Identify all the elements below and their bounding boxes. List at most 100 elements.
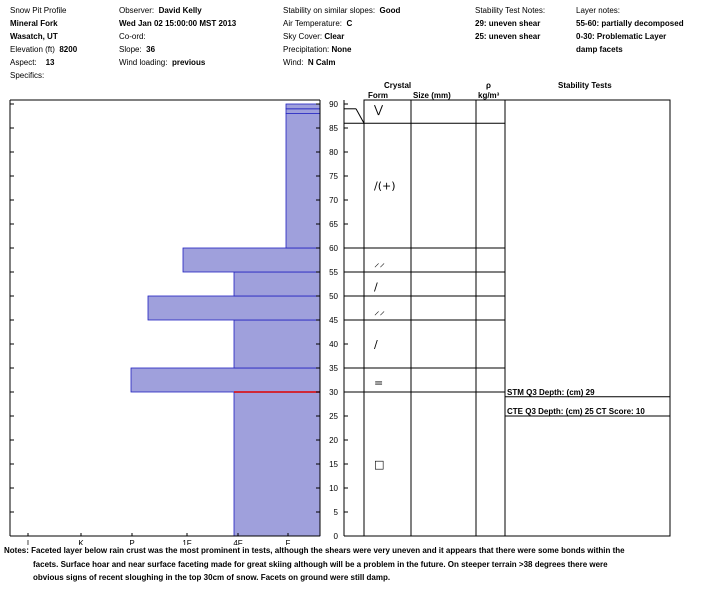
observation-datetime: Wed Jan 02 15:00:00 MST 2013 <box>119 19 237 28</box>
slope-label: Slope: <box>119 45 142 54</box>
form-column-header: Form <box>368 91 388 100</box>
hardness-bars <box>130 103 321 537</box>
wind-loading-value: previous <box>171 58 206 67</box>
hardness-bar-6 <box>285 113 321 249</box>
hardness-bar-7 <box>285 108 321 115</box>
depth-label-45: 45 <box>329 316 338 325</box>
notes-label: Notes: <box>4 546 29 555</box>
hardness-label-I: I <box>27 539 29 545</box>
depth-label-90: 90 <box>329 100 338 109</box>
test-note-2: 25: uneven shear <box>475 32 541 41</box>
layer-notes-title: Layer notes: <box>576 6 621 15</box>
stability-test-label-0: STM Q3 Depth: (cm) 29 <box>507 388 595 397</box>
header-col-layer-notes: Layer notes: 55-60: partially decomposed… <box>576 4 684 56</box>
hardness-axis-labels: I K P 1F 4F F <box>27 533 291 545</box>
hardness-bar-8 <box>285 103 321 110</box>
test-notes-title: Stability Test Notes: <box>475 6 546 15</box>
elevation-label: Elevation (ft) <box>10 45 55 54</box>
test-note-1: 29: uneven shear <box>475 19 541 28</box>
crystal-form-5: ∕ <box>374 338 378 351</box>
size-column-header: Size (mm) <box>413 91 451 100</box>
depth-label-30: 30 <box>329 388 338 397</box>
depth-label-5: 5 <box>334 508 339 517</box>
aspect-label: Aspect: <box>10 58 37 67</box>
air-temp-label: Air Temperature: <box>283 19 342 28</box>
notes-section: Notes: Faceted layer below rain crust wa… <box>4 544 704 585</box>
elevation-value: 8200 <box>59 45 78 54</box>
depth-label-80: 80 <box>329 148 338 157</box>
hardness-bar-5 <box>182 247 321 273</box>
crystal-form-6: = <box>374 376 383 389</box>
hardness-label-1F: 1F <box>182 539 191 545</box>
layer-boundary-lines <box>344 108 505 537</box>
pit-title: Snow Pit Profile <box>10 6 67 15</box>
header-col-observer: Observer: David Kelly Wed Jan 02 15:00:0… <box>119 4 236 69</box>
hardness-bar-4 <box>233 271 321 297</box>
layer-note-2: 0-30: Problematic Layer <box>576 32 667 41</box>
depth-label-35: 35 <box>329 364 338 373</box>
notes-line-2: facets. Surface hoar and near surface fa… <box>33 559 608 569</box>
wind-label: Wind: <box>283 58 304 67</box>
hardness-bar-2 <box>233 319 321 369</box>
region-name: Wasatch, UT <box>10 32 58 41</box>
notes-line-1: Faceted layer below rain crust was the m… <box>31 546 625 555</box>
wind-loading-label: Wind loading: <box>119 58 168 67</box>
surface-connector-b <box>355 108 365 124</box>
depth-label-55: 55 <box>329 268 338 277</box>
precip-value: None <box>331 45 352 54</box>
header-col-location: Snow Pit Profile Mineral Fork Wasatch, U… <box>10 4 77 82</box>
hardness-label-F: F <box>286 539 291 545</box>
crystal-form-1: ∕(+) <box>374 180 396 193</box>
depth-label-50: 50 <box>329 292 338 301</box>
stability-tests-header: Stability Tests <box>558 81 612 90</box>
hardness-label-K: K <box>78 539 84 545</box>
air-temp-value: C <box>346 19 353 28</box>
snow-profile-chart: I K P 1F 4F F 0 5 10 15 20 25 30 35 40 45 50 55 60 65 70 75 8… <box>9 81 671 545</box>
hardness-bar-0 <box>233 391 321 537</box>
depth-label-25: 25 <box>329 412 338 421</box>
depth-label-0: 0 <box>334 532 339 541</box>
depth-label-15: 15 <box>329 460 338 469</box>
stability-label: Stability on similar slopes: <box>283 6 376 15</box>
crystal-form-7: □ <box>374 458 384 471</box>
observer-value: David Kelly <box>158 6 202 15</box>
header-col-test-notes: Stability Test Notes: 29: uneven shear 2… <box>475 4 545 43</box>
sky-cover-label: Sky Cover: <box>283 32 323 41</box>
layer-note-3: damp facets <box>576 45 623 54</box>
stability-test-label-1: CTE Q3 Depth: (cm) 25 CT Score: 10 <box>507 407 645 416</box>
layer-note-1: 55-60: partially decomposed <box>576 19 684 28</box>
crystal-form-symbols: ⋁ ∕(+) ⸝⸝ ∕ ⸝⸝ ∕ = □ <box>373 103 396 471</box>
depth-label-40: 40 <box>329 340 338 349</box>
crystal-column-header: Crystal <box>384 81 411 90</box>
depth-label-70: 70 <box>329 196 338 205</box>
crystal-form-4: ⸝⸝ <box>374 304 385 317</box>
crystal-form-2: ⸝⸝ <box>374 256 385 269</box>
stability-value: Good <box>379 6 401 15</box>
precip-label: Precipitation: <box>283 45 330 54</box>
hardness-label-P: P <box>129 539 134 545</box>
depth-axis-labels: 0 5 10 15 20 25 30 35 40 45 50 55 60 65 70 75 80 85 90 <box>329 100 338 541</box>
depth-label-75: 75 <box>329 172 338 181</box>
slope-value: 36 <box>146 45 156 54</box>
specifics-label: Specifics: <box>10 71 45 80</box>
hardness-label-4F: 4F <box>233 539 242 545</box>
aspect-value: 13 <box>45 58 55 67</box>
crystal-form-0: ⋁ <box>373 103 384 116</box>
depth-label-65: 65 <box>329 220 338 229</box>
wind-value: N Calm <box>307 58 336 67</box>
sky-cover-value: Clear <box>324 32 345 41</box>
header-col-conditions: Stability on similar slopes: Good Air Te… <box>283 4 400 69</box>
stability-test-entries: STM Q3 Depth: (cm) 29 CTE Q3 Depth: (cm) … <box>505 388 670 417</box>
hardness-bar-3 <box>147 295 321 321</box>
depth-label-10: 10 <box>329 484 338 493</box>
observer-label: Observer: <box>119 6 155 15</box>
hardness-bar-1 <box>130 367 321 393</box>
depth-label-60: 60 <box>329 244 338 253</box>
coord-label: Co-ord: <box>119 32 146 41</box>
density-symbol-header: ρ <box>486 81 491 90</box>
notes-line-3: obvious signs of recent sloughing in the… <box>33 573 391 582</box>
density-unit-header: kg/m³ <box>478 91 500 100</box>
depth-label-85: 85 <box>329 124 338 133</box>
depth-label-20: 20 <box>329 436 338 445</box>
crystal-form-3: ∕ <box>374 280 378 293</box>
